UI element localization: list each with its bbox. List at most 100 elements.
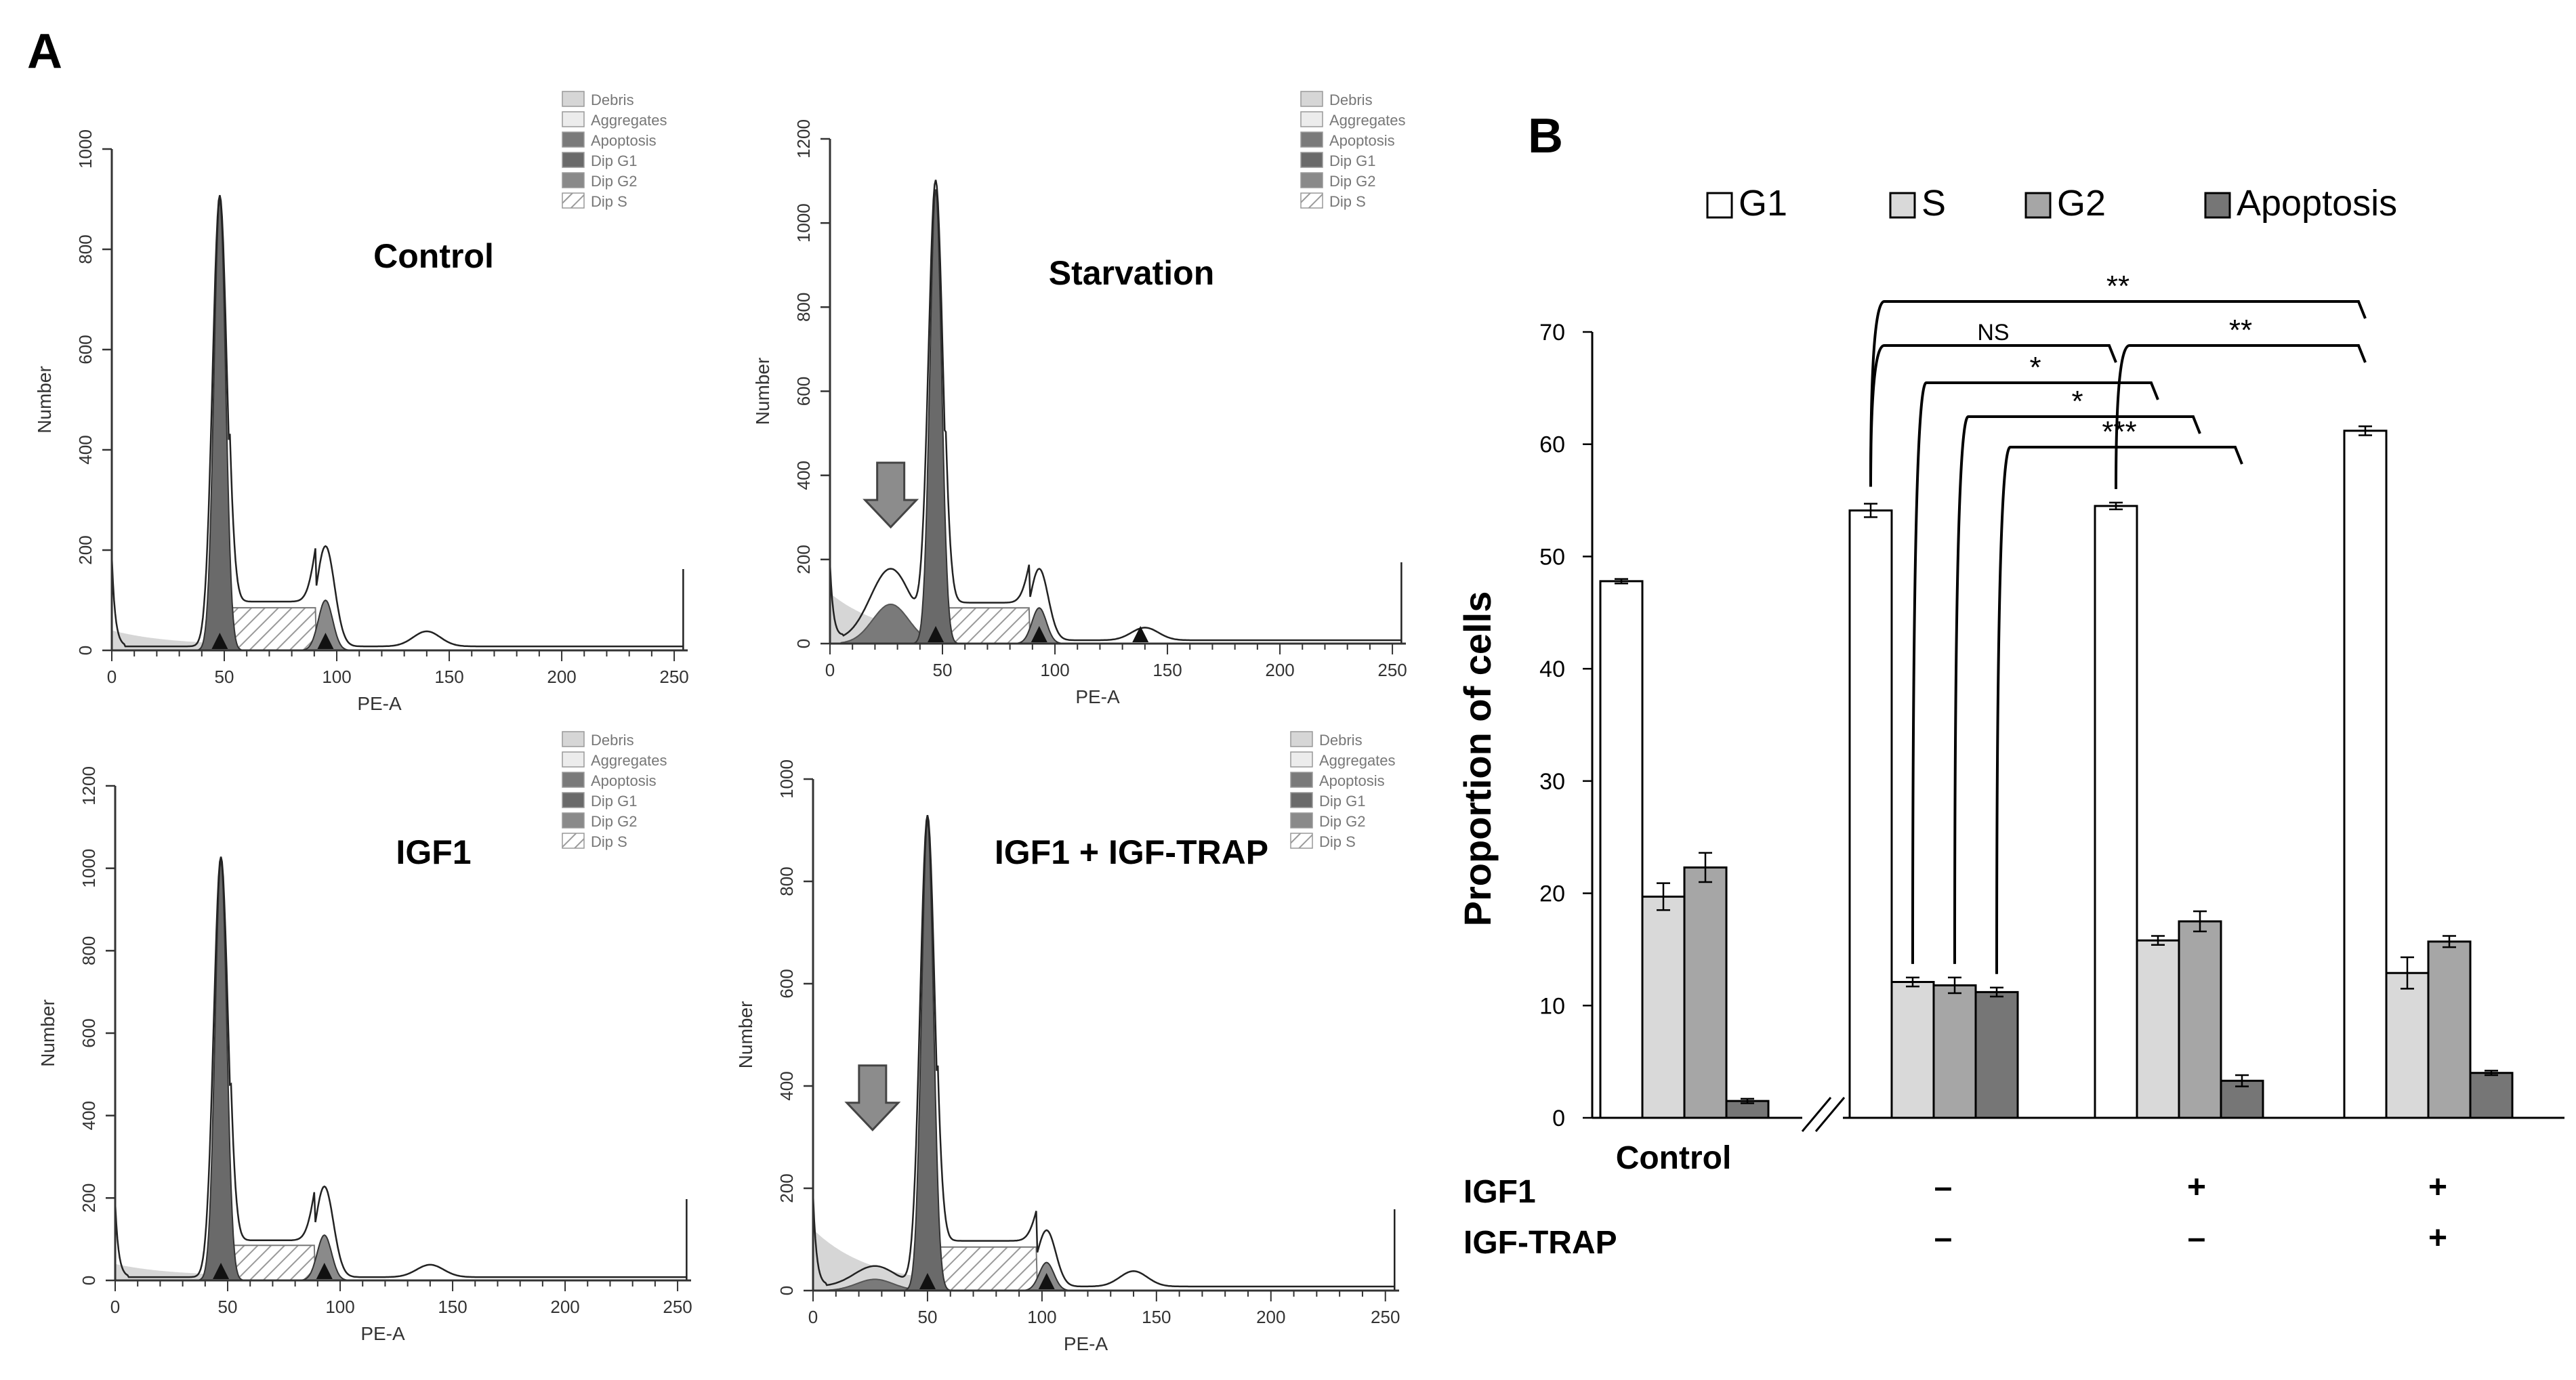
dip-s-area [936, 607, 1039, 644]
x-tick-label: 0 [808, 1307, 818, 1327]
y-tick-label: 600 [75, 335, 96, 364]
y-tick-label: 400 [776, 1071, 797, 1100]
legend-label: Dip G2 [591, 173, 637, 190]
bar-g2-1 [1932, 984, 1977, 1119]
y-tick-label: 200 [79, 1184, 99, 1213]
legend-swatch [562, 152, 585, 168]
legend-swatch [1290, 812, 1313, 829]
dip-g2-peak [297, 599, 354, 651]
legend-swatch [562, 731, 585, 747]
x-tick-label: 200 [547, 667, 576, 687]
bar-y-tick-label: 20 [1539, 881, 1565, 907]
legend-label: Debris [1329, 91, 1373, 108]
legend-label: Dip G1 [1329, 152, 1375, 169]
legend-swatch [1300, 131, 1323, 148]
dip-s-area [220, 607, 326, 651]
legend-label: Aggregates [1319, 752, 1396, 769]
legend-swatch [1290, 792, 1313, 808]
gate-marker [317, 633, 334, 649]
legend-swatch [1300, 152, 1323, 168]
y-tick-label: 600 [776, 969, 797, 998]
igf1-sign: – [1934, 1169, 1953, 1205]
legend-label: Debris [1319, 732, 1363, 749]
bar-y-tick-label: 60 [1539, 432, 1565, 458]
x-axis-label: PE-A [1075, 686, 1120, 707]
significance-label: *** [2102, 415, 2136, 448]
x-tick-label: 50 [933, 660, 953, 680]
x-tick-label: 50 [917, 1307, 937, 1327]
legend-label: Dip G2 [1329, 173, 1375, 190]
bar-g1-3 [2343, 430, 2388, 1119]
dip-g1-peak [196, 198, 243, 651]
igf-trap-sign: – [1934, 1220, 1953, 1256]
legend-swatch [1290, 731, 1313, 747]
x-axis-label: PE-A [360, 1323, 405, 1344]
histogram-title: IGF1 [396, 833, 471, 871]
histogram-envelope [829, 180, 1402, 642]
y-tick-label: 1000 [75, 129, 96, 169]
x-tick-label: 250 [663, 1297, 692, 1317]
bar-y-tick-label: 30 [1539, 769, 1565, 795]
bar-legend-swatch [1889, 192, 1916, 219]
legend-swatch [562, 772, 585, 788]
igf-trap-sign: – [2188, 1220, 2206, 1256]
x-tick-label: 150 [1152, 660, 1182, 680]
y-tick-label: 1200 [79, 766, 99, 806]
legend-swatch [1300, 172, 1323, 188]
legend-swatch [562, 751, 585, 768]
x-tick-label: 50 [218, 1297, 238, 1317]
panel-b-label: B [1528, 109, 1563, 163]
legend-label: Dip S [591, 193, 627, 210]
significance-label: ** [2229, 314, 2252, 347]
group-label-control: Control [1616, 1140, 1732, 1176]
dip-g1-peak [197, 860, 245, 1281]
y-tick-label: 0 [793, 639, 814, 648]
significance-label: ** [2106, 270, 2130, 303]
y-tick-label: 0 [79, 1276, 99, 1285]
gate-marker [928, 626, 944, 642]
y-tick-label: 0 [75, 646, 96, 655]
x-axis-label: PE-A [357, 693, 402, 714]
y-tick-label: 800 [776, 866, 797, 896]
y-axis-label: Number [752, 358, 773, 425]
apoptosis-arrow [863, 461, 919, 529]
x-tick-label: 100 [1040, 660, 1069, 680]
y-tick-label: 0 [776, 1286, 797, 1295]
y-tick-label: 400 [75, 435, 96, 464]
legend-swatch [562, 833, 585, 849]
legend-swatch [562, 812, 585, 829]
dip-s-area [221, 1245, 325, 1281]
significance-bracket [1911, 381, 2159, 964]
legend-label: Dip S [591, 833, 627, 850]
bar-s-0 [1641, 896, 1686, 1119]
legend-label: Apoptosis [591, 772, 657, 789]
legend-swatch [562, 192, 585, 209]
legend-swatch [562, 91, 585, 107]
bar-s-3 [2385, 971, 2430, 1119]
legend-label: Aggregates [591, 752, 667, 769]
bar-y-tick-label: 50 [1539, 544, 1565, 570]
bar-apoptosis-1 [1974, 990, 2019, 1119]
histogram-2: 0 200 400 600 800 1000 1200 0 50 100 150 200 250 PE-A… [37, 731, 692, 1344]
dip-g2-peak [296, 1234, 353, 1281]
bar-g1-0 [1599, 580, 1644, 1119]
legend-swatch [1290, 833, 1313, 849]
x-tick-label: 200 [550, 1297, 579, 1317]
y-axis-label: Number [34, 366, 55, 434]
bar-legend-label: Apoptosis [2237, 183, 2397, 224]
y-tick-label: 800 [79, 936, 99, 965]
y-tick-label: 1000 [79, 849, 99, 888]
axis-break-2 [1814, 1097, 1846, 1132]
y-axis-label: Number [37, 999, 58, 1067]
x-tick-label: 250 [1371, 1307, 1400, 1327]
legend-swatch [1300, 111, 1323, 127]
x-tick-label: 100 [325, 1297, 354, 1317]
bar-y-tick-label: 40 [1539, 656, 1565, 682]
significance-bracket [1953, 415, 2201, 964]
histogram-envelope [114, 856, 687, 1278]
y-tick-label: 800 [793, 293, 814, 322]
legend-swatch [1300, 192, 1323, 209]
legend-label: Dip S [1329, 193, 1366, 210]
y-tick-label: 400 [79, 1101, 99, 1130]
